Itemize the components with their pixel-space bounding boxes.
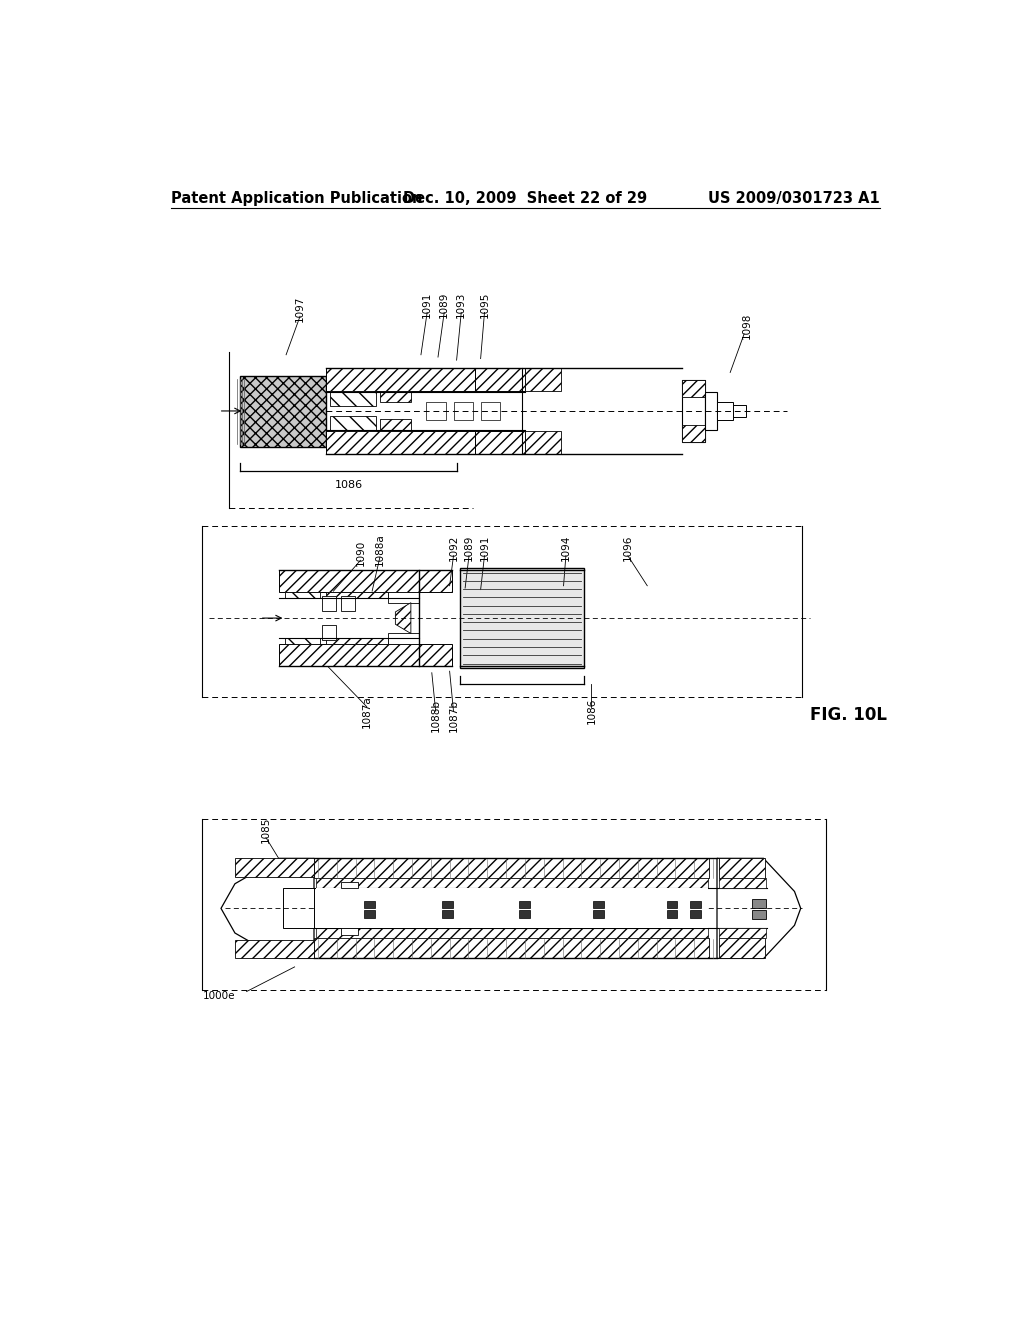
Bar	[286, 591, 321, 598]
Bar	[732, 405, 746, 417]
Text: 1000e: 1000e	[203, 991, 236, 1001]
Bar	[519, 900, 530, 908]
Bar	[752, 909, 766, 919]
Bar	[682, 425, 706, 442]
Polygon shape	[717, 858, 801, 958]
Text: 1097: 1097	[295, 296, 305, 322]
Text: 1089: 1089	[464, 535, 474, 561]
Bar	[315, 928, 708, 939]
Polygon shape	[395, 603, 411, 634]
Bar	[365, 900, 375, 908]
Bar	[280, 644, 453, 665]
Bar	[717, 401, 732, 420]
Bar	[475, 368, 525, 391]
Bar	[682, 380, 706, 442]
Bar	[380, 420, 411, 430]
Bar	[719, 858, 765, 878]
Bar	[690, 909, 700, 917]
Text: US 2009/0301723 A1: US 2009/0301723 A1	[708, 191, 880, 206]
Bar	[593, 909, 604, 917]
Bar	[719, 939, 765, 958]
Text: 1091: 1091	[422, 292, 432, 318]
Bar	[667, 900, 678, 908]
Text: 1087b: 1087b	[449, 700, 459, 733]
Text: FIG. 10L: FIG. 10L	[810, 706, 887, 725]
Bar	[480, 401, 500, 420]
Bar	[519, 909, 530, 917]
Bar	[475, 430, 525, 454]
Text: 1098: 1098	[741, 313, 752, 339]
Text: 1085: 1085	[261, 817, 271, 843]
Bar	[690, 900, 700, 908]
Text: 1096: 1096	[623, 535, 633, 561]
Bar	[706, 392, 717, 430]
Text: 1093: 1093	[457, 292, 466, 318]
Bar	[341, 595, 355, 611]
Bar	[454, 401, 473, 420]
Bar	[234, 858, 314, 876]
Text: 1091: 1091	[479, 535, 489, 561]
Bar	[341, 882, 358, 888]
Bar	[388, 591, 419, 603]
Bar	[719, 928, 766, 939]
Bar	[241, 376, 326, 447]
Text: 1088a: 1088a	[375, 533, 385, 566]
Bar	[326, 638, 388, 644]
Text: 1094: 1094	[561, 535, 570, 561]
Bar	[442, 909, 453, 917]
Text: 1086: 1086	[335, 480, 362, 490]
Text: 1089: 1089	[439, 292, 450, 318]
Text: 1092: 1092	[449, 535, 459, 561]
Bar	[380, 391, 411, 403]
Bar	[280, 570, 453, 591]
Bar	[314, 939, 710, 958]
Text: 1087a: 1087a	[361, 694, 372, 727]
Bar	[315, 888, 708, 928]
Text: 1086: 1086	[587, 698, 596, 725]
Bar	[234, 940, 314, 958]
Polygon shape	[221, 858, 314, 958]
Text: Patent Application Publication: Patent Application Publication	[171, 191, 422, 206]
Bar	[593, 900, 604, 908]
Bar	[388, 632, 419, 644]
Bar	[365, 909, 375, 917]
Bar	[330, 416, 376, 430]
Bar	[283, 888, 314, 928]
Bar	[286, 638, 321, 644]
Bar	[752, 899, 766, 908]
Bar	[330, 391, 376, 407]
Bar	[326, 368, 475, 391]
Bar	[326, 430, 475, 454]
Bar	[426, 401, 445, 420]
Text: Dec. 10, 2009  Sheet 22 of 29: Dec. 10, 2009 Sheet 22 of 29	[402, 191, 647, 206]
Bar	[667, 909, 678, 917]
Bar	[442, 900, 453, 908]
Bar	[322, 626, 336, 640]
Bar	[314, 858, 710, 878]
Bar	[341, 928, 358, 935]
Text: 1088b: 1088b	[431, 700, 440, 733]
Bar	[525, 430, 561, 454]
Bar	[525, 368, 561, 391]
Bar	[682, 380, 706, 397]
Bar	[719, 878, 766, 888]
Text: 1095: 1095	[479, 292, 489, 318]
Bar	[326, 591, 388, 598]
Bar	[460, 568, 584, 668]
Text: 1090: 1090	[355, 540, 366, 566]
Bar	[322, 595, 336, 611]
Bar	[315, 878, 708, 888]
